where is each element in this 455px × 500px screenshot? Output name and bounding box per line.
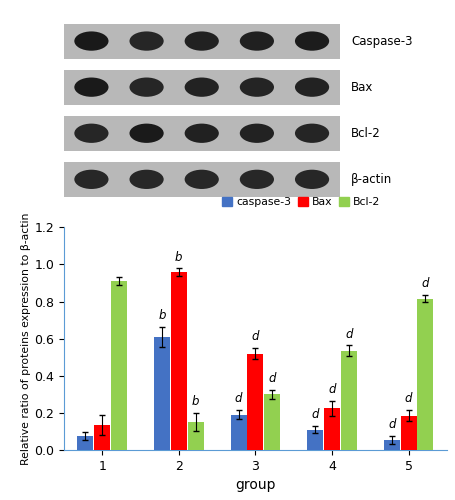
Bar (340, 350, 356, 450)
Text: β-actin: β-actin (350, 173, 391, 186)
Ellipse shape (184, 32, 218, 50)
Text: Bax: Bax (350, 80, 373, 94)
Ellipse shape (129, 124, 163, 143)
Bar (111, 281, 127, 450)
Bar (94, 425, 110, 450)
Text: d: d (328, 383, 335, 396)
Bar (153, 337, 170, 450)
FancyBboxPatch shape (64, 24, 339, 58)
Ellipse shape (74, 124, 108, 143)
Ellipse shape (184, 170, 218, 189)
Text: Bcl-2: Bcl-2 (350, 126, 380, 140)
Bar (306, 430, 323, 450)
Bar (263, 394, 280, 450)
X-axis label: group: group (235, 478, 275, 492)
Y-axis label: Relative ratio of proteins expression to β-actin: Relative ratio of proteins expression to… (21, 212, 31, 465)
Bar (383, 440, 399, 450)
Ellipse shape (184, 124, 218, 143)
Ellipse shape (129, 78, 163, 97)
Text: d: d (344, 328, 352, 340)
Text: b: b (175, 250, 182, 264)
Bar (230, 414, 246, 450)
Bar (77, 436, 93, 450)
FancyBboxPatch shape (64, 162, 339, 197)
Text: d: d (421, 278, 428, 290)
Ellipse shape (129, 170, 163, 189)
Ellipse shape (239, 32, 273, 50)
FancyBboxPatch shape (64, 70, 339, 104)
Bar (416, 299, 433, 450)
Text: b: b (192, 395, 199, 408)
Text: Caspase-3: Caspase-3 (350, 34, 412, 48)
Ellipse shape (294, 170, 329, 189)
Ellipse shape (74, 32, 108, 50)
Bar (187, 422, 203, 450)
Ellipse shape (294, 78, 329, 97)
Text: b: b (158, 309, 165, 322)
Ellipse shape (74, 78, 108, 97)
Bar (247, 354, 263, 450)
Legend: caspase-3, Bax, Bcl-2: caspase-3, Bax, Bcl-2 (217, 192, 384, 212)
Text: d: d (234, 392, 242, 406)
Text: d: d (251, 330, 258, 344)
Bar (323, 408, 339, 450)
Bar (170, 272, 187, 450)
Ellipse shape (184, 78, 218, 97)
Text: d: d (268, 372, 275, 385)
FancyBboxPatch shape (64, 116, 339, 151)
Ellipse shape (239, 78, 273, 97)
Ellipse shape (74, 170, 108, 189)
Ellipse shape (239, 170, 273, 189)
Text: d: d (387, 418, 394, 432)
Text: d: d (311, 408, 318, 421)
Text: d: d (404, 392, 411, 406)
Ellipse shape (294, 32, 329, 50)
Ellipse shape (239, 124, 273, 143)
Ellipse shape (129, 32, 163, 50)
Ellipse shape (294, 124, 329, 143)
Bar (399, 416, 416, 450)
